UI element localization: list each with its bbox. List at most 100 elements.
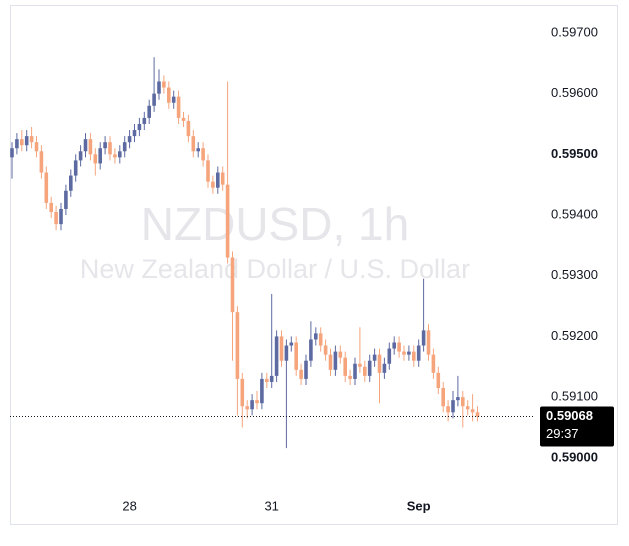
candle-body	[147, 105, 151, 118]
candle-body	[367, 360, 372, 376]
candle-body	[412, 351, 416, 361]
candle-body	[372, 354, 377, 361]
candle-body	[122, 142, 127, 152]
candle-body	[465, 406, 470, 410]
candle-body	[181, 117, 186, 121]
candle-body	[416, 345, 421, 361]
candle-body	[431, 354, 436, 373]
x-tick-label: 31	[264, 498, 278, 513]
candle-body	[196, 148, 200, 152]
candle-body	[328, 354, 333, 370]
last-price-label: 0.59068	[546, 408, 593, 423]
candle-body	[318, 333, 323, 346]
candle-body	[426, 330, 431, 355]
candle-body	[98, 148, 102, 164]
candle-body	[113, 154, 117, 158]
watermark-subtitle: New Zealand Dollar / U.S. Dollar	[80, 254, 470, 284]
candle-body	[353, 363, 357, 379]
candle-body	[461, 397, 465, 407]
candle-body	[78, 151, 83, 161]
candle-body	[142, 117, 147, 124]
x-tick-label: Sep	[407, 498, 431, 513]
candle-body	[191, 136, 196, 152]
candle-body	[167, 87, 171, 103]
candle-body	[240, 378, 245, 407]
candle-body	[314, 333, 318, 340]
candle-body	[69, 175, 73, 191]
candle-body	[294, 342, 298, 370]
candle-body	[176, 96, 181, 118]
candle-body	[118, 151, 122, 158]
candle-body	[456, 397, 460, 401]
candle-body	[132, 130, 137, 137]
candle-body	[235, 312, 240, 379]
y-tick-label: 0.59000	[551, 449, 598, 464]
frame	[10, 5, 618, 525]
candle-body	[64, 190, 68, 209]
candle-body	[402, 351, 406, 355]
candle-body	[436, 372, 441, 389]
candle-body	[475, 412, 480, 417]
candle-body	[309, 339, 313, 361]
candle-body	[382, 363, 387, 373]
candle-body	[446, 406, 450, 413]
candle-body	[323, 345, 328, 355]
candle-body	[59, 208, 63, 225]
watermark-title: NZDUSD, 1h	[141, 198, 409, 250]
candle-body	[265, 378, 269, 382]
candle-body	[49, 202, 53, 212]
candle-body	[186, 120, 191, 137]
candle-body	[225, 184, 230, 258]
candle-body	[44, 172, 49, 203]
candle-body	[103, 142, 107, 149]
candle-body	[392, 342, 396, 349]
candle-body	[333, 351, 338, 370]
y-tick-label: 0.59400	[551, 206, 598, 221]
last-price-box	[540, 406, 614, 447]
candle-body	[29, 136, 34, 143]
candle-body	[377, 354, 382, 373]
candle-body	[304, 360, 308, 379]
candle-body	[387, 348, 392, 364]
y-tick-label: 0.59600	[551, 85, 598, 100]
candle-body	[245, 406, 249, 410]
candle-body	[24, 136, 29, 146]
candle-body	[421, 330, 426, 346]
candle-body	[269, 375, 274, 382]
candle-body	[83, 139, 88, 152]
candle-body	[363, 366, 367, 376]
candle-body	[397, 342, 401, 352]
candle-body	[162, 81, 166, 88]
candle-body	[441, 388, 445, 407]
candle-body	[137, 123, 142, 131]
y-tick-label: 0.59100	[551, 389, 598, 404]
candle-body	[201, 148, 205, 161]
candle-body	[343, 357, 347, 376]
candle-body	[470, 409, 475, 413]
candle-body	[152, 93, 156, 106]
candle-body	[93, 154, 98, 164]
candle-body	[211, 181, 215, 188]
countdown: 29:37	[546, 426, 579, 441]
candle-body	[34, 142, 39, 152]
candle-body	[108, 142, 112, 155]
candle-body	[451, 400, 455, 413]
candle-body	[279, 336, 284, 361]
candle-body	[216, 172, 220, 188]
candle-body	[15, 139, 19, 149]
candle-body	[73, 160, 78, 176]
candle-body	[10, 148, 14, 158]
candle-body	[220, 172, 225, 185]
candle-body	[255, 400, 259, 404]
candle-body	[20, 139, 24, 146]
candle-body	[407, 351, 411, 355]
candle-body	[284, 345, 289, 361]
y-tick-label: 0.59700	[551, 24, 598, 39]
candle-body	[358, 363, 362, 367]
x-tick-label: 28	[122, 498, 136, 513]
candle-body	[230, 257, 235, 313]
y-tick-label: 0.59500	[551, 146, 598, 161]
candle-body	[171, 96, 176, 103]
candle-body	[348, 375, 352, 379]
